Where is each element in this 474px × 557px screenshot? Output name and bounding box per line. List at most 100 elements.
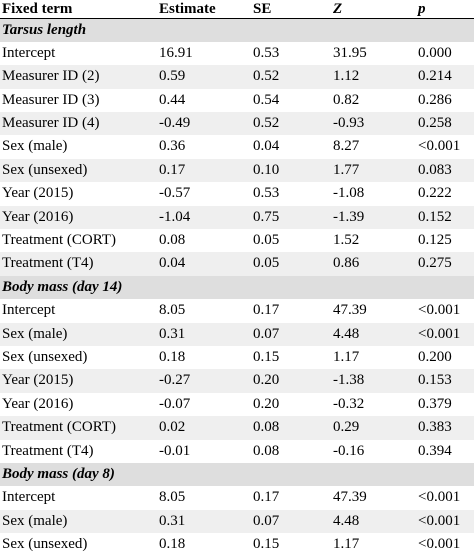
table-row: Sex (male) 0.31 0.07 4.48 <0.001	[0, 509, 474, 534]
table-row: Measurer ID (4) -0.49 0.52 -0.93 0.258	[0, 112, 474, 136]
header-estimate: Estimate	[159, 1, 216, 17]
term-cell: Measurer ID (2)	[2, 68, 100, 85]
term-cell: Intercept	[2, 489, 56, 506]
se-cell: 0.05	[253, 232, 280, 249]
header-se: SE	[253, 1, 272, 17]
p-cell: <0.001	[418, 536, 461, 553]
table-row: Sex (unsexed) 0.17 0.10 1.77 0.083	[0, 158, 474, 183]
term-cell: Intercept	[2, 302, 56, 319]
table-row: Treatment (T4) -0.01 0.08 -0.16 0.394	[0, 440, 474, 463]
table-row: Year (2016) -0.07 0.20 -0.32 0.379	[0, 393, 474, 416]
p-cell: 0.152	[418, 208, 452, 225]
z-cell: 0.86	[333, 255, 360, 272]
estimate-cell: 0.18	[159, 536, 186, 553]
table-row: Treatment (CORT) 0.08 0.05 1.52 0.125	[0, 229, 474, 252]
table-row: Treatment (CORT) 0.02 0.08 0.29 0.383	[0, 416, 474, 440]
table-body: Tarsus length Intercept 16.91 0.53 31.95 0.00…	[0, 18, 474, 557]
se-cell: 0.54	[253, 91, 280, 108]
term-cell: Treatment (CORT)	[2, 232, 116, 249]
table-row: Sex (male) 0.31 0.07 4.48 <0.001	[0, 322, 474, 346]
p-cell: 0.383	[418, 419, 452, 436]
estimate-cell: -0.49	[159, 115, 191, 132]
se-cell: 0.17	[253, 489, 280, 506]
table-row: Treatment (T4) 0.04 0.05 0.86 0.275	[0, 252, 474, 276]
estimate-cell: 8.05	[159, 302, 186, 319]
p-cell: 0.394	[418, 442, 452, 459]
estimate-cell: 0.02	[159, 419, 186, 436]
se-cell: 0.52	[253, 68, 280, 85]
estimate-cell: 0.31	[159, 512, 186, 529]
p-cell: 0.153	[418, 372, 452, 389]
table-row: Measurer ID (3) 0.44 0.54 0.82 0.286	[0, 89, 474, 112]
se-cell: 0.53	[253, 185, 280, 202]
term-cell: Sex (unsexed)	[2, 536, 88, 553]
p-cell: 0.200	[418, 348, 452, 365]
estimate-cell: 0.36	[159, 138, 186, 155]
table-header-row: Fixed term Estimate SE Z p	[0, 0, 474, 19]
table-row: Sex (unsexed) 0.18 0.15 1.17 0.200	[0, 346, 474, 369]
section-title: Body mass (day 8)	[2, 465, 115, 482]
section-title: Body mass (day 14)	[2, 278, 123, 295]
z-cell: 0.29	[333, 419, 360, 436]
section-heading-row: Body mass (day 8)	[0, 462, 474, 487]
estimate-cell: 0.18	[159, 348, 186, 365]
term-cell: Measurer ID (3)	[2, 91, 100, 108]
table-row: Intercept 8.05 0.17 47.39 <0.001	[0, 299, 474, 322]
z-cell: 8.27	[333, 138, 360, 155]
z-cell: 1.12	[333, 68, 360, 85]
se-cell: 0.53	[253, 44, 280, 61]
table-row: Measurer ID (2) 0.59 0.52 1.12 0.214	[0, 65, 474, 89]
estimate-cell: -0.57	[159, 185, 191, 202]
estimate-cell: 0.04	[159, 255, 186, 272]
z-cell: 0.82	[333, 91, 360, 108]
table-row: Year (2016) -1.04 0.75 -1.39 0.152	[0, 205, 474, 230]
p-cell: <0.001	[418, 302, 461, 319]
se-cell: 0.15	[253, 536, 280, 553]
term-cell: Sex (unsexed)	[2, 348, 88, 365]
se-cell: 0.75	[253, 208, 280, 225]
p-cell: 0.258	[418, 115, 452, 132]
z-cell: 47.39	[333, 302, 367, 319]
estimate-cell: -0.27	[159, 372, 191, 389]
estimate-cell: 0.08	[159, 232, 186, 249]
section-heading-row: Body mass (day 14)	[0, 275, 474, 300]
p-cell: 0.083	[418, 161, 452, 178]
estimate-cell: -0.07	[159, 395, 191, 412]
term-cell: Measurer ID (4)	[2, 115, 100, 132]
p-cell: 0.214	[418, 68, 452, 85]
p-cell: <0.001	[418, 489, 461, 506]
z-cell: -0.32	[333, 395, 365, 412]
header-z: Z	[333, 1, 343, 17]
term-cell: Intercept	[2, 44, 56, 61]
se-cell: 0.07	[253, 325, 280, 342]
table-row: Intercept 16.91 0.53 31.95 0.000	[0, 42, 474, 65]
z-cell: 1.17	[333, 536, 360, 553]
p-cell: <0.001	[418, 512, 461, 529]
se-cell: 0.20	[253, 395, 280, 412]
term-cell: Sex (male)	[2, 138, 68, 155]
se-cell: 0.52	[253, 115, 280, 132]
term-cell: Year (2015)	[2, 372, 74, 389]
p-cell: 0.286	[418, 91, 452, 108]
term-cell: Treatment (T4)	[2, 255, 94, 272]
se-cell: 0.10	[253, 161, 280, 178]
estimate-cell: -1.04	[159, 208, 191, 225]
term-cell: Year (2015)	[2, 185, 74, 202]
p-cell: 0.125	[418, 232, 452, 249]
p-cell: 0.379	[418, 395, 452, 412]
term-cell: Sex (male)	[2, 325, 68, 342]
estimate-cell: 8.05	[159, 489, 186, 506]
estimate-cell: 0.44	[159, 91, 186, 108]
section-title: Tarsus length	[2, 21, 87, 38]
z-cell: -1.38	[333, 372, 365, 389]
term-cell: Year (2016)	[2, 395, 74, 412]
p-cell: 0.222	[418, 185, 452, 202]
z-cell: 1.52	[333, 232, 360, 249]
term-cell: Year (2016)	[2, 208, 74, 225]
se-cell: 0.05	[253, 255, 280, 272]
estimate-cell: 16.91	[159, 44, 193, 61]
table-row: Year (2015) -0.27 0.20 -1.38 0.153	[0, 369, 474, 393]
z-cell: -1.08	[333, 185, 365, 202]
z-cell: -1.39	[333, 208, 365, 225]
